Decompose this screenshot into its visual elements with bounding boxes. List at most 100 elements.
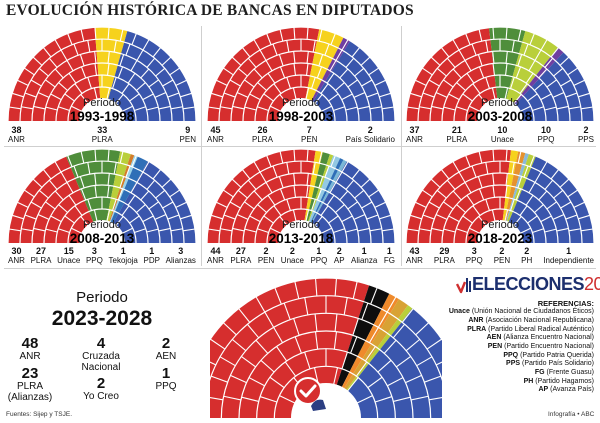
seat-divider xyxy=(142,161,150,173)
seat-divider xyxy=(58,228,70,234)
seat-divider xyxy=(236,214,249,220)
seat-divider xyxy=(257,204,267,213)
seat-divider xyxy=(347,201,358,210)
seat-divider xyxy=(452,39,460,51)
seat-divider xyxy=(71,105,83,112)
seat-divider xyxy=(382,106,395,110)
seat-divider xyxy=(170,228,183,232)
seat-divider xyxy=(265,60,273,72)
seat-divider xyxy=(158,105,171,110)
seat-divider xyxy=(12,92,24,98)
seat-divider xyxy=(492,51,495,64)
seat-divider xyxy=(253,190,263,201)
seat-divider xyxy=(266,33,272,45)
seat-divider xyxy=(515,188,522,201)
seat-divider xyxy=(567,189,578,198)
stat-cruzada-nacional: 4 Cruzada Nacional xyxy=(81,335,121,373)
seat-divider xyxy=(169,189,180,198)
hemicycle-center xyxy=(478,221,522,243)
legend-2018-2023: 43 ANR 29 PLRA 3 PPQ 2 PEN 2 PH 1 Independiente xyxy=(402,246,598,266)
seat-row-line xyxy=(220,312,432,419)
seat-divider xyxy=(127,72,136,84)
party-block-ppq xyxy=(345,304,413,392)
seat-divider xyxy=(519,205,528,216)
seat-divider xyxy=(368,189,379,198)
seat-divider xyxy=(162,79,174,87)
seat-divider xyxy=(136,204,146,213)
references-box: REFERENCIAS: Unace (Unión Nacional de Ci… xyxy=(449,299,594,395)
seat-divider xyxy=(422,189,433,198)
period-label: 2013-2018 xyxy=(268,231,334,246)
seat-row-line xyxy=(441,62,559,122)
seat-divider xyxy=(525,72,534,84)
legend-item: 44 ANR xyxy=(207,246,224,266)
seat-divider xyxy=(117,66,124,79)
seat-divider xyxy=(491,209,496,222)
seat-divider xyxy=(511,40,515,53)
seat-divider xyxy=(142,215,154,223)
seat-divider xyxy=(32,56,43,66)
seat-divider xyxy=(320,205,329,216)
seat-divider xyxy=(58,204,68,213)
seat-row-line xyxy=(242,184,360,244)
seat-divider xyxy=(223,92,236,98)
seat-divider xyxy=(578,92,590,98)
seat-divider xyxy=(456,82,466,91)
seat-divider xyxy=(306,51,309,64)
seat-divider xyxy=(513,216,522,227)
seat-divider xyxy=(519,105,531,112)
seat-divider xyxy=(71,227,83,234)
seat-divider xyxy=(519,83,528,94)
seat-divider xyxy=(79,54,85,67)
seat-divider xyxy=(170,106,183,110)
seat-divider xyxy=(353,92,366,98)
seat-divider xyxy=(505,149,508,162)
seat-divider xyxy=(529,155,535,167)
reference-item: AP (Avanza País) xyxy=(538,386,594,394)
seat-divider xyxy=(341,351,348,370)
seat-divider xyxy=(87,77,93,89)
parliament-chart-1998-2003 xyxy=(206,26,396,122)
seat-divider xyxy=(310,199,316,211)
seat-divider xyxy=(370,287,378,305)
seat-divider xyxy=(223,214,236,220)
seat-divider xyxy=(436,67,447,77)
seat-divider xyxy=(286,162,290,175)
parliament-chart-2003-2008 xyxy=(405,26,595,122)
seat-divider xyxy=(410,92,422,98)
seat-divider xyxy=(552,214,565,220)
seat-divider xyxy=(369,327,379,343)
seat-divider xyxy=(93,209,98,222)
seat-divider xyxy=(440,47,450,58)
seat-divider xyxy=(45,228,58,233)
seat-divider xyxy=(146,179,156,190)
seat-divider xyxy=(216,201,228,208)
seat-divider xyxy=(121,205,130,216)
reference-item: AEN (Alianza Encuentro Nacional) xyxy=(486,334,594,342)
seat-divider xyxy=(73,165,79,178)
seat-divider xyxy=(107,51,110,64)
seat-divider xyxy=(257,82,267,91)
legend-1993-1998: 38 ANR 33 PLRA 9 PEN xyxy=(4,125,200,145)
seat-divider xyxy=(452,190,462,201)
seat-divider xyxy=(428,201,440,209)
party-block-plra xyxy=(514,51,594,121)
seat-divider xyxy=(115,94,124,105)
parliament-chart-2013-2018 xyxy=(206,148,396,244)
seat-divider xyxy=(142,39,150,51)
legend-item: 45 ANR xyxy=(207,125,224,145)
seat-divider xyxy=(523,165,529,178)
seat-divider xyxy=(443,201,454,210)
reference-item: PPQ (Partido Patria Querida) xyxy=(503,351,594,359)
seat-row-line xyxy=(43,62,161,122)
seat-divider xyxy=(223,67,234,76)
seat-divider xyxy=(232,227,245,232)
seat-divider xyxy=(492,185,496,198)
seat-divider xyxy=(142,93,154,101)
stat-ppq: 1 PPQ xyxy=(155,365,177,393)
seat-divider xyxy=(223,395,242,401)
seat-divider xyxy=(415,79,427,86)
seat-divider xyxy=(294,281,300,299)
seat-divider xyxy=(354,67,365,77)
seat-divider xyxy=(505,173,508,186)
